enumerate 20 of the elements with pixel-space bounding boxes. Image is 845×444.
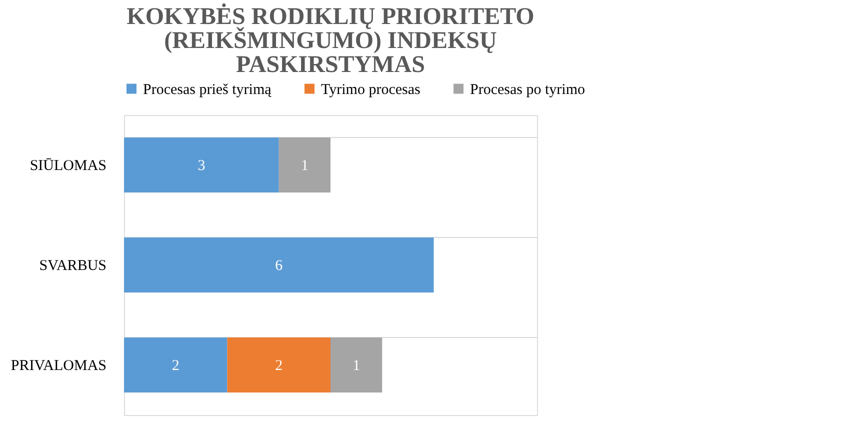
bar	[124, 138, 279, 192]
bar	[124, 238, 434, 292]
data-label: 2	[275, 358, 283, 374]
text: PASKIRSTYMAS	[236, 52, 425, 78]
bar	[124, 338, 228, 392]
legend-label: Procesas po tyrimo	[470, 82, 585, 98]
legend-label: Procesas prieš tyrimą	[143, 82, 272, 98]
data-label: 6	[275, 258, 284, 274]
data-label: 1	[300, 158, 308, 174]
data-label: 2	[172, 358, 180, 374]
y-tick-label: PRIVALOMAS	[10, 358, 106, 374]
bar	[227, 338, 330, 392]
bar	[278, 138, 330, 192]
data-label: 1	[352, 358, 360, 374]
y-tick-label: SIŪLOMAS	[30, 158, 106, 174]
bar	[330, 338, 382, 392]
data-label: 3	[198, 158, 206, 174]
legend-label: Tyrimo procesas	[321, 82, 420, 98]
text: (REIKŠMINGUMO) INDEKSŲ	[164, 28, 497, 54]
y-tick-label: SVARBUS	[39, 258, 106, 274]
